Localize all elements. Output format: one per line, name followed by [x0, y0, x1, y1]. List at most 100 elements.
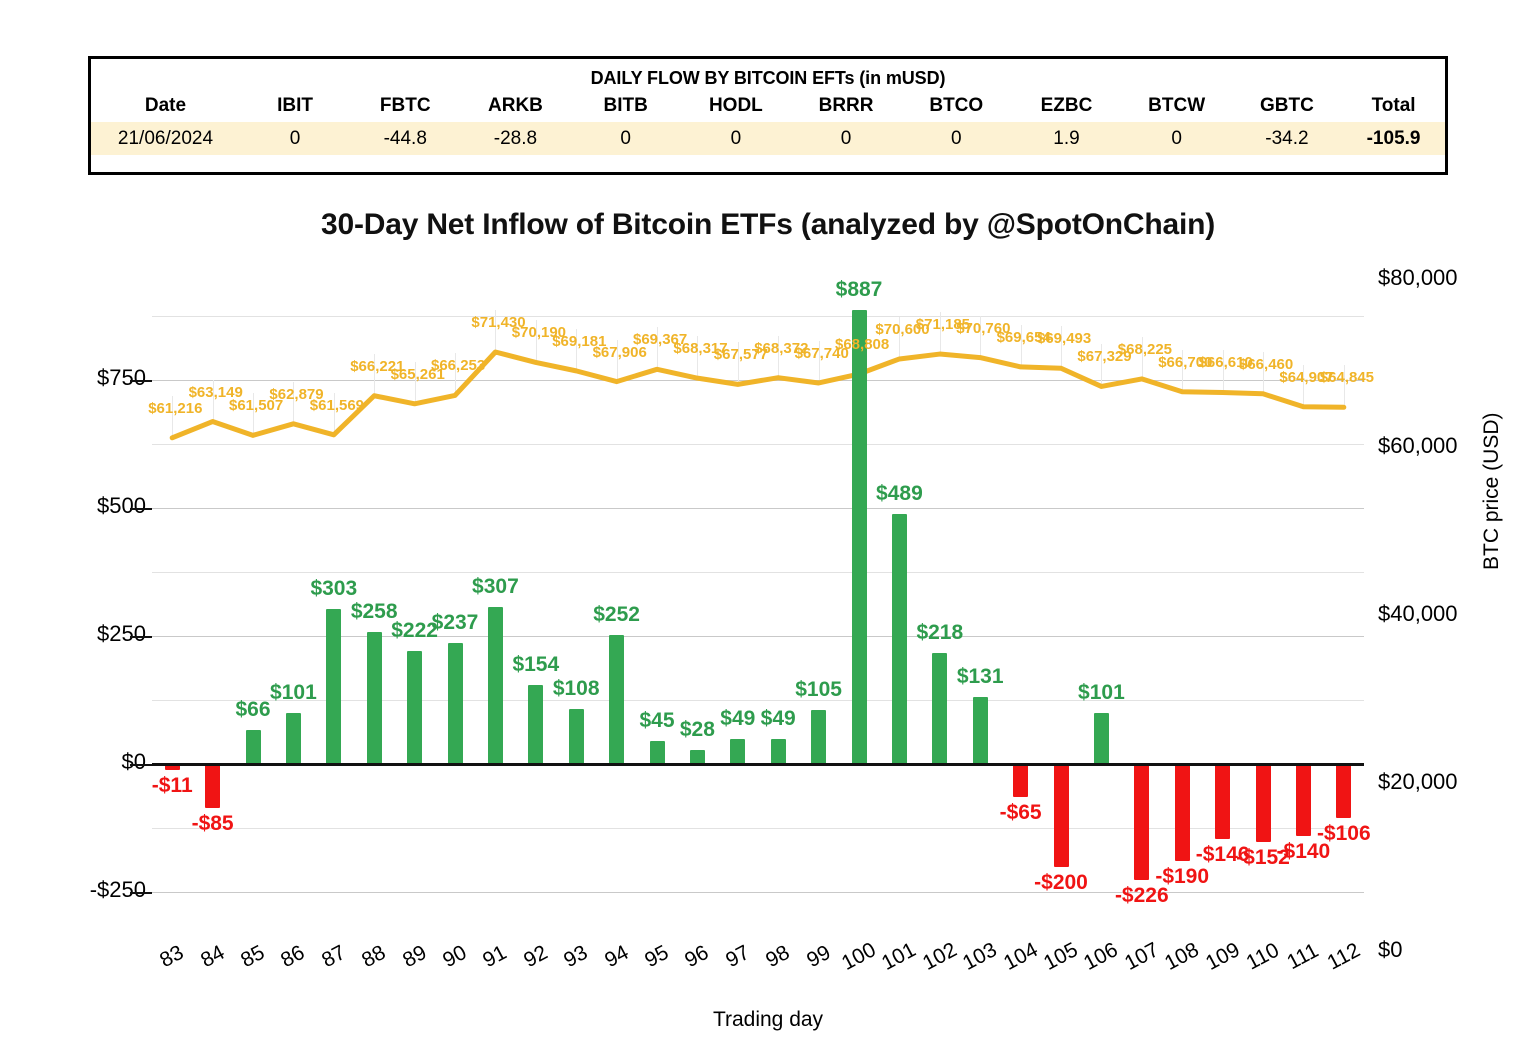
bar-108[interactable]: [1174, 764, 1190, 862]
x-tick-112: 112: [1323, 938, 1364, 975]
bar-87[interactable]: [326, 609, 342, 765]
bar-111[interactable]: [1295, 764, 1311, 836]
chart-title: 30-Day Net Inflow of Bitcoin ETFs (analy…: [321, 208, 1215, 241]
bar-104[interactable]: [1013, 764, 1029, 798]
y-tick-mark-left: [130, 508, 152, 511]
bar-value-label: -$152: [1236, 846, 1290, 870]
table-header-hodl: HODL: [708, 94, 763, 116]
bar-value-label: $108: [552, 676, 600, 700]
y-tick-left: $250: [97, 621, 146, 647]
bar-102[interactable]: [932, 652, 948, 765]
bar-99[interactable]: [811, 710, 827, 765]
bar-value-label: $303: [310, 577, 358, 601]
price-label-connector: [535, 320, 537, 363]
bar-value-label: $222: [391, 618, 438, 642]
bar-86[interactable]: [285, 712, 301, 765]
flow-table-grid: Date IBIT FBTC ARKB BITB HODL BRRR BTCO …: [91, 89, 1445, 155]
y-tick-left: $500: [97, 493, 146, 519]
bar-101[interactable]: [891, 513, 907, 765]
table-header-row: Date IBIT FBTC ARKB BITB HODL BRRR BTCO …: [91, 89, 1445, 122]
y-tick-left: -$250: [89, 877, 146, 903]
bar-96[interactable]: [689, 749, 705, 765]
bar-98[interactable]: [770, 739, 786, 765]
zero-axis-line: [152, 763, 1364, 767]
bar-90[interactable]: [447, 642, 463, 765]
cell-btcw: 0: [1171, 127, 1182, 149]
y-tick-mark-left: [130, 764, 152, 767]
gridline: [152, 828, 1364, 830]
bar-value-label: $101: [1078, 680, 1125, 704]
table-header-date: Date: [144, 94, 187, 116]
gridline: [152, 892, 1364, 894]
y-tick-right: $40,000: [1378, 601, 1458, 626]
bar-95[interactable]: [649, 741, 665, 765]
price-point-label: $66,253: [431, 357, 486, 375]
y-tick-mark-left: [130, 380, 152, 383]
price-label-connector: [939, 312, 941, 355]
cell-date: 21/06/2024: [117, 127, 214, 149]
y-tick-left: $750: [97, 365, 146, 391]
gridline: [152, 572, 1364, 574]
bar-value-label: $489: [876, 481, 923, 505]
gridline: [152, 508, 1364, 510]
cell-gbtc: -34.2: [1265, 127, 1309, 149]
bar-value-label: $252: [593, 603, 640, 627]
y-tick-mark-left: [130, 636, 152, 639]
cell-ezbc: 1.9: [1053, 127, 1080, 149]
table-header-arkb: ARKB: [488, 94, 543, 116]
price-point-label: $69,181: [552, 332, 607, 350]
table-header-fbtc: FBTC: [379, 94, 431, 116]
gridline: [152, 700, 1364, 702]
bar-value-label: $258: [350, 600, 398, 624]
bar-93[interactable]: [568, 708, 584, 765]
daily-flow-table: DAILY FLOW BY BITCOIN EFTs (in mUSD) Dat…: [88, 56, 1448, 175]
bar-89[interactable]: [407, 650, 423, 765]
table-header-gbtc: GBTC: [1260, 94, 1314, 116]
price-point-label: $70,760: [956, 319, 1011, 337]
bar-103[interactable]: [972, 697, 988, 765]
bar-106[interactable]: [1093, 712, 1109, 765]
bar-value-label: -$140: [1276, 839, 1331, 863]
bar-value-label: $218: [916, 620, 964, 644]
bar-110[interactable]: [1255, 764, 1271, 842]
table-header-bitb: BITB: [603, 94, 648, 116]
price-point-label: $64,845: [1319, 369, 1375, 387]
bar-91[interactable]: [487, 607, 503, 765]
y-tick-right: $80,000: [1378, 265, 1458, 290]
price-label-connector: [1020, 324, 1022, 367]
price-point-label: $69,654: [996, 328, 1051, 346]
bar-88[interactable]: [366, 632, 382, 765]
bar-value-label: $66: [235, 698, 271, 722]
table-header-brrr: BRRR: [818, 94, 874, 116]
gridline: [152, 316, 1364, 318]
cell-fbtc: -44.8: [383, 127, 427, 149]
bar-value-label: $49: [720, 707, 756, 731]
price-label-connector: [899, 316, 901, 359]
price-point-label: $61,216: [148, 399, 203, 417]
bar-value-label: $887: [835, 278, 883, 302]
bar-value-label: -$65: [999, 801, 1042, 825]
price-point-label: $71,430: [471, 313, 526, 331]
price-label-connector: [657, 327, 658, 370]
cell-total: -105.9: [1366, 127, 1421, 149]
bar-85[interactable]: [245, 730, 261, 765]
bar-107[interactable]: [1134, 764, 1150, 880]
cell-hodl: 0: [730, 127, 742, 149]
y-tick-right: $60,000: [1378, 433, 1458, 458]
cell-btco: 0: [950, 127, 962, 149]
cell-brrr: 0: [840, 127, 852, 149]
bar-109[interactable]: [1215, 764, 1231, 839]
bar-83[interactable]: [164, 764, 180, 770]
bar-84[interactable]: [205, 764, 221, 808]
bar-value-label: -$200: [1034, 870, 1088, 894]
bar-94[interactable]: [609, 635, 625, 765]
bar-112[interactable]: [1336, 764, 1352, 819]
bar-97[interactable]: [730, 739, 746, 765]
bar-92[interactable]: [528, 685, 544, 765]
bar-105[interactable]: [1053, 764, 1069, 867]
bar-value-label: $237: [431, 610, 479, 634]
x-axis-label: Trading day: [712, 1008, 824, 1031]
table-header-btcw: BTCW: [1148, 94, 1206, 116]
bar-value-label: -$190: [1155, 865, 1210, 889]
cell-arkb: -28.8: [493, 127, 538, 149]
